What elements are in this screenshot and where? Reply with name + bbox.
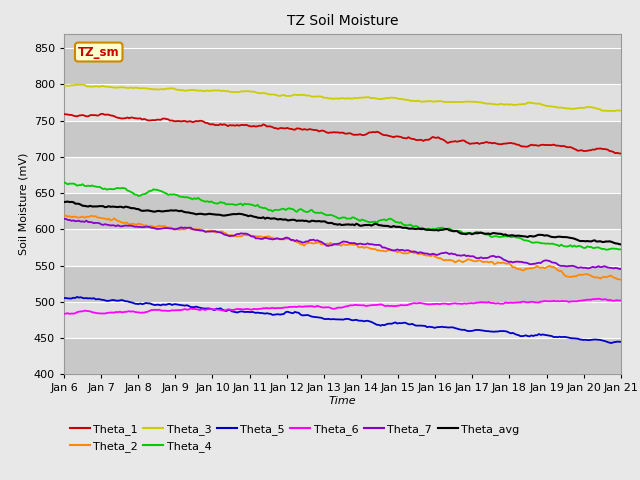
Line: Theta_3: Theta_3 bbox=[64, 84, 621, 111]
Theta_4 bbox=[401, 222, 408, 228]
Theta_5 bbox=[403, 321, 410, 326]
Line: Theta_7: Theta_7 bbox=[64, 219, 621, 269]
Theta_3 bbox=[60, 83, 68, 88]
Theta_3 bbox=[394, 96, 401, 101]
Theta_5 bbox=[62, 295, 70, 301]
Bar bbox=[64, 338, 621, 374]
Theta_1 bbox=[566, 144, 574, 150]
Theta_5 bbox=[73, 294, 81, 300]
Line: Theta_avg: Theta_avg bbox=[64, 202, 621, 244]
Theta_5 bbox=[392, 320, 399, 325]
Theta_avg bbox=[392, 224, 399, 229]
Theta_1 bbox=[97, 111, 105, 117]
Theta_6 bbox=[566, 299, 574, 304]
Theta_6 bbox=[62, 311, 70, 316]
Theta_avg bbox=[62, 199, 70, 204]
Theta_7 bbox=[531, 261, 539, 266]
Theta_2 bbox=[390, 247, 397, 253]
Theta_4 bbox=[390, 217, 397, 223]
Theta_6 bbox=[394, 303, 401, 309]
X-axis label: Time: Time bbox=[328, 396, 356, 406]
Theta_3 bbox=[609, 108, 617, 114]
Theta_1 bbox=[617, 151, 625, 156]
Theta_2 bbox=[62, 213, 70, 218]
Bar bbox=[64, 120, 621, 157]
Bar bbox=[64, 48, 621, 84]
Theta_avg bbox=[403, 225, 410, 231]
Title: TZ Soil Moisture: TZ Soil Moisture bbox=[287, 14, 398, 28]
Theta_2 bbox=[529, 265, 537, 271]
Theta_3 bbox=[617, 108, 625, 114]
Theta_6 bbox=[60, 311, 68, 317]
Theta_6 bbox=[403, 302, 410, 308]
Theta_5 bbox=[60, 295, 68, 301]
Theta_2 bbox=[392, 248, 399, 254]
Theta_3 bbox=[566, 106, 574, 112]
Theta_7 bbox=[566, 263, 574, 269]
Theta_3 bbox=[73, 82, 81, 87]
Text: TZ_sm: TZ_sm bbox=[78, 46, 120, 59]
Bar bbox=[64, 157, 621, 193]
Theta_5 bbox=[566, 335, 574, 341]
Theta_5 bbox=[394, 321, 401, 326]
Theta_4 bbox=[60, 179, 68, 185]
Line: Theta_5: Theta_5 bbox=[64, 297, 621, 343]
Theta_7 bbox=[64, 217, 72, 223]
Theta_6 bbox=[66, 311, 74, 317]
Theta_4 bbox=[392, 219, 399, 225]
Theta_5 bbox=[531, 332, 539, 338]
Theta_2 bbox=[401, 251, 408, 256]
Theta_avg bbox=[64, 199, 72, 204]
Theta_5 bbox=[607, 340, 615, 346]
Theta_avg bbox=[617, 241, 625, 247]
Theta_2 bbox=[617, 276, 625, 282]
Theta_6 bbox=[595, 296, 602, 301]
Theta_7 bbox=[60, 216, 68, 222]
Theta_2 bbox=[60, 212, 68, 218]
Theta_6 bbox=[531, 300, 539, 305]
Theta_1 bbox=[392, 133, 399, 139]
Theta_1 bbox=[531, 142, 539, 148]
Theta_3 bbox=[531, 101, 539, 107]
Theta_1 bbox=[62, 111, 70, 117]
Theta_4 bbox=[602, 247, 610, 252]
Legend: Theta_1, Theta_2, Theta_3, Theta_4, Theta_5, Theta_6, Theta_7, Theta_avg: Theta_1, Theta_2, Theta_3, Theta_4, Thet… bbox=[70, 424, 519, 452]
Theta_2 bbox=[565, 274, 573, 280]
Bar bbox=[64, 193, 621, 229]
Theta_6 bbox=[392, 303, 399, 309]
Bar bbox=[64, 302, 621, 338]
Y-axis label: Soil Moisture (mV): Soil Moisture (mV) bbox=[19, 153, 28, 255]
Theta_1 bbox=[60, 111, 68, 117]
Line: Theta_6: Theta_6 bbox=[64, 299, 621, 314]
Theta_avg bbox=[394, 224, 401, 229]
Bar bbox=[64, 84, 621, 120]
Theta_7 bbox=[62, 216, 70, 222]
Bar bbox=[64, 265, 621, 302]
Theta_7 bbox=[394, 247, 401, 252]
Theta_avg bbox=[60, 199, 68, 205]
Theta_7 bbox=[392, 247, 399, 253]
Theta_3 bbox=[403, 97, 410, 103]
Theta_3 bbox=[62, 83, 70, 88]
Theta_4 bbox=[62, 180, 70, 186]
Line: Theta_1: Theta_1 bbox=[64, 114, 621, 154]
Theta_7 bbox=[403, 247, 410, 253]
Bar bbox=[64, 229, 621, 265]
Theta_6 bbox=[617, 298, 625, 303]
Theta_5 bbox=[617, 339, 625, 345]
Theta_3 bbox=[392, 95, 399, 101]
Theta_7 bbox=[617, 266, 625, 272]
Theta_4 bbox=[617, 247, 625, 252]
Theta_avg bbox=[531, 233, 539, 239]
Theta_avg bbox=[566, 235, 574, 241]
Theta_1 bbox=[394, 133, 401, 139]
Theta_4 bbox=[529, 240, 537, 246]
Line: Theta_2: Theta_2 bbox=[64, 215, 621, 279]
Line: Theta_4: Theta_4 bbox=[64, 182, 621, 250]
Theta_4 bbox=[565, 243, 573, 249]
Theta_1 bbox=[403, 135, 410, 141]
